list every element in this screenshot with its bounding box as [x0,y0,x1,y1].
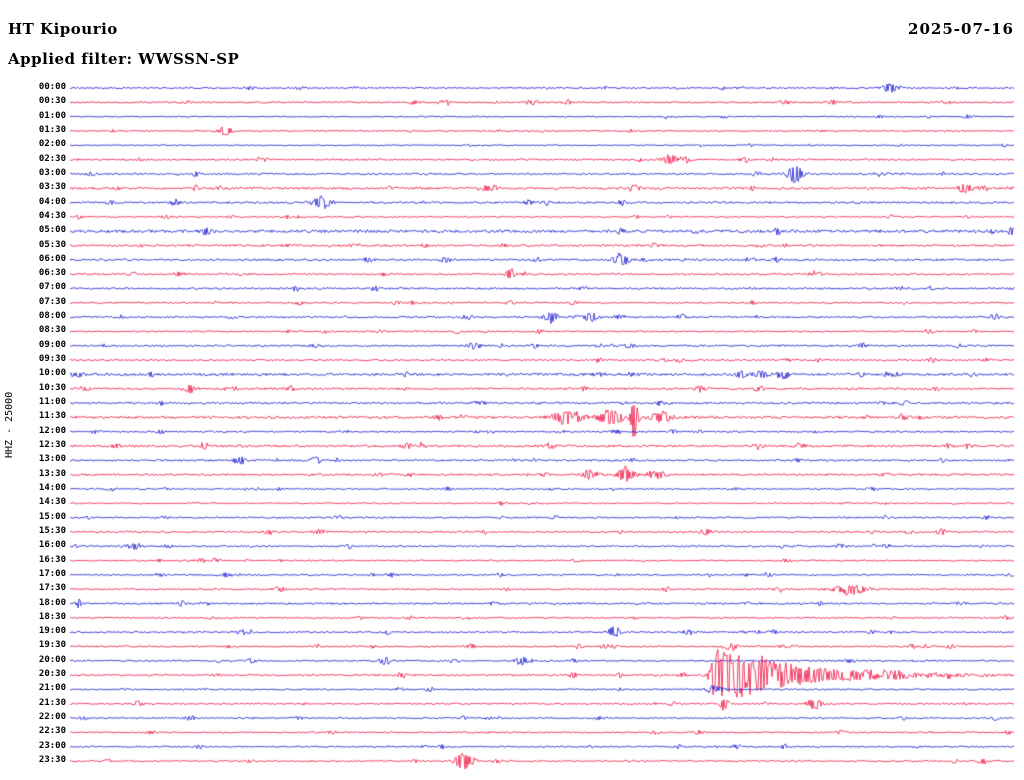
seismogram-canvas [0,0,1024,780]
